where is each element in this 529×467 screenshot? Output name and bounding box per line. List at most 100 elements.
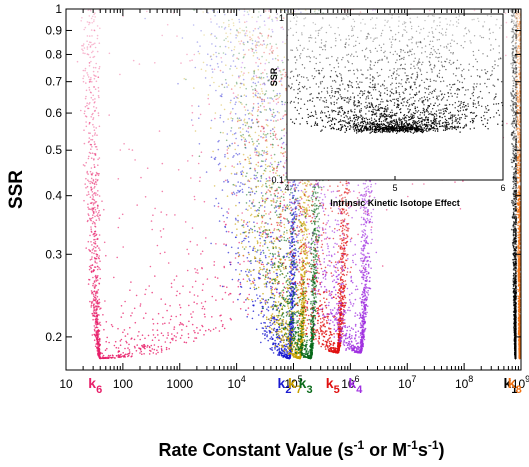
data-point	[282, 289, 285, 291]
data-point	[98, 209, 100, 212]
data-point	[313, 188, 316, 191]
data-point	[84, 105, 87, 108]
data-point	[266, 308, 268, 311]
data-point	[248, 191, 250, 194]
data-point	[258, 271, 260, 273]
data-point	[187, 336, 190, 339]
data-point	[293, 291, 295, 294]
data-point	[101, 200, 103, 202]
data-point	[152, 323, 155, 325]
data-point	[314, 202, 316, 205]
data-point	[252, 81, 255, 84]
data-point	[301, 321, 303, 323]
data-point	[257, 249, 259, 251]
data-point	[232, 133, 234, 136]
data-point	[92, 112, 94, 115]
data-point	[429, 9, 431, 12]
data-point	[245, 309, 247, 312]
data-point	[248, 269, 251, 271]
data-point	[307, 196, 310, 198]
data-point	[202, 61, 205, 64]
data-point	[91, 334, 94, 336]
data-point	[262, 327, 265, 330]
data-point	[287, 325, 289, 328]
data-point	[226, 195, 229, 197]
data-point	[304, 324, 307, 327]
data-point	[82, 69, 85, 72]
data-point	[278, 247, 281, 249]
data-point	[84, 110, 86, 112]
data-point	[217, 140, 219, 143]
data-point	[296, 339, 298, 342]
data-point	[194, 268, 196, 270]
data-point	[268, 165, 270, 167]
data-point	[280, 151, 282, 154]
data-point	[299, 327, 301, 330]
data-point	[275, 68, 278, 71]
data-point	[308, 233, 311, 235]
data-point	[84, 115, 87, 117]
data-point	[279, 274, 281, 276]
data-point	[281, 319, 283, 321]
data-point	[88, 123, 91, 125]
data-point	[260, 111, 262, 113]
data-point	[96, 148, 98, 151]
data-point	[94, 16, 96, 18]
data-point	[282, 337, 284, 339]
data-point	[127, 354, 130, 357]
data-point	[247, 71, 250, 74]
data-point	[280, 330, 283, 332]
data-point	[93, 295, 95, 297]
data-point	[238, 161, 241, 163]
data-point	[356, 197, 359, 199]
data-point	[114, 357, 116, 359]
data-point	[273, 240, 276, 242]
data-point	[93, 110, 96, 112]
data-point	[95, 219, 98, 221]
data-point	[282, 193, 285, 195]
data-point	[281, 294, 284, 296]
data-point	[229, 292, 231, 295]
data-point	[191, 154, 194, 157]
data-point	[278, 292, 281, 294]
data-point	[92, 299, 95, 302]
data-point	[266, 335, 268, 338]
data-point	[248, 200, 251, 202]
data-point	[314, 191, 317, 193]
data-point	[96, 322, 99, 324]
data-point	[94, 134, 96, 136]
data-point	[200, 253, 202, 255]
data-point	[222, 71, 224, 73]
data-point	[89, 45, 92, 47]
data-point	[276, 276, 279, 278]
data-point	[96, 330, 99, 332]
data-point	[88, 86, 90, 89]
data-point	[260, 77, 263, 80]
data-point	[284, 162, 286, 164]
data-point	[263, 265, 265, 268]
data-point	[141, 346, 144, 348]
data-point	[238, 255, 240, 258]
data-point	[241, 29, 244, 32]
data-point	[241, 212, 243, 214]
data-point	[119, 354, 122, 356]
data-point	[93, 339, 96, 342]
data-point	[225, 32, 227, 34]
data-point	[239, 233, 242, 235]
data-point	[261, 297, 263, 300]
data-point	[296, 302, 299, 304]
data-point	[289, 275, 291, 278]
data-point	[213, 264, 215, 266]
data-point	[287, 345, 289, 348]
data-point	[288, 241, 290, 243]
data-point	[191, 323, 194, 326]
data-point	[237, 280, 239, 282]
data-point	[88, 278, 90, 281]
data-point	[237, 97, 239, 99]
data-point	[260, 226, 262, 228]
data-point	[222, 52, 225, 54]
data-point	[283, 338, 285, 341]
data-point	[270, 260, 273, 263]
data-point	[219, 114, 222, 117]
data-point	[128, 349, 131, 351]
